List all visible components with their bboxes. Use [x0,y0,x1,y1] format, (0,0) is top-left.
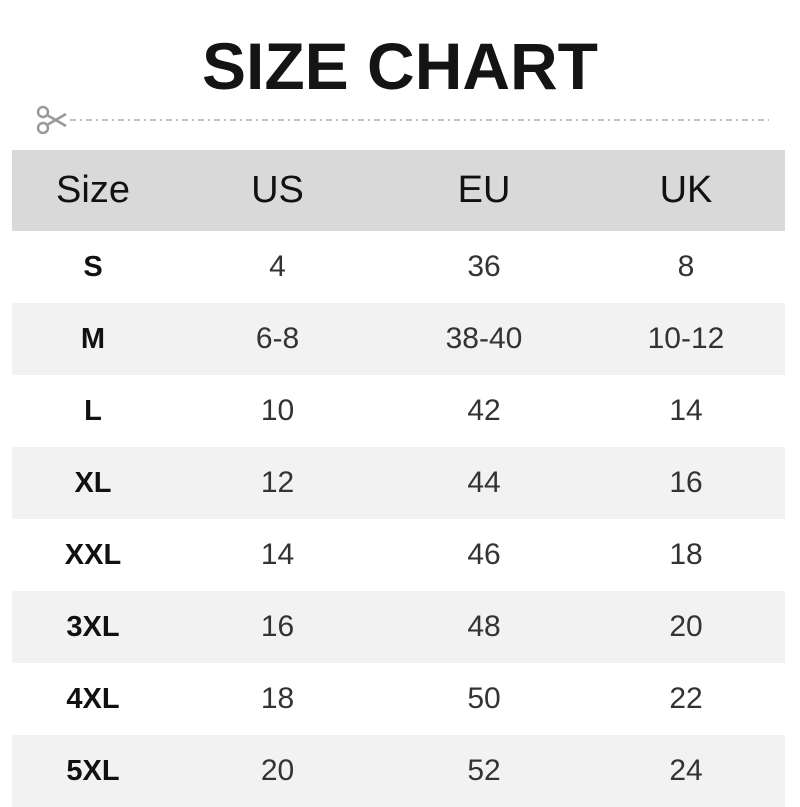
cell-size: S [83,250,103,283]
cell-us: 16 [174,591,381,663]
table-row: L 10 42 14 [12,375,785,447]
header-us: US [174,150,381,231]
scissors-icon [36,105,67,134]
cell-eu: 48 [381,591,587,663]
cell-us: 6-8 [174,303,381,375]
cell-size: 5XL [12,735,174,807]
cell-uk: 14 [669,394,703,427]
cell-eu: 38-40 [381,303,587,375]
cell-uk: 16 [587,447,785,519]
header-size: Size [12,150,174,231]
cell-us: 20 [174,735,381,807]
cell-uk: 10-12 [587,303,785,375]
cell-eu: 50 [467,682,501,715]
cell-eu: 44 [381,447,587,519]
cell-uk: 8 [677,250,695,283]
table-row: XXL 14 46 18 [12,519,785,591]
cell-us: 4 [269,250,286,283]
cell-us: 14 [260,538,295,571]
header-eu: EU [381,150,587,231]
cell-us: 10 [260,394,295,427]
table-header-row: Size US EU UK [12,150,785,231]
page-title: SIZE CHART [202,29,598,103]
table-row: 3XL 16 48 20 [12,591,785,663]
cell-size: L [84,394,102,427]
cell-eu: 36 [467,250,501,283]
table-row: S 4 36 8 [12,231,785,303]
cut-line [36,105,769,134]
cell-eu: 42 [467,394,501,427]
table-row: XL 12 44 16 [12,447,785,519]
header-uk: UK [587,150,785,231]
cell-size: M [12,303,174,375]
cell-us: 18 [260,682,295,715]
cell-eu: 52 [381,735,587,807]
cell-uk: 20 [587,591,785,663]
cell-uk: 18 [669,538,703,571]
cell-eu: 46 [467,538,501,571]
table-row: 4XL 18 50 22 [12,663,785,735]
cell-size: XL [12,447,174,519]
size-chart-table: Size US EU UK S 4 36 8 M 6-8 38-40 10-12 L 10 42 14… [12,150,785,807]
cell-us: 12 [174,447,381,519]
table-row: M 6-8 38-40 10-12 [12,303,785,375]
cell-size: 4XL [66,682,120,715]
cell-uk: 24 [587,735,785,807]
cell-size: 3XL [12,591,174,663]
table-row: 5XL 20 52 24 [12,735,785,807]
cell-uk: 22 [669,682,703,715]
cell-size: XXL [64,538,122,571]
